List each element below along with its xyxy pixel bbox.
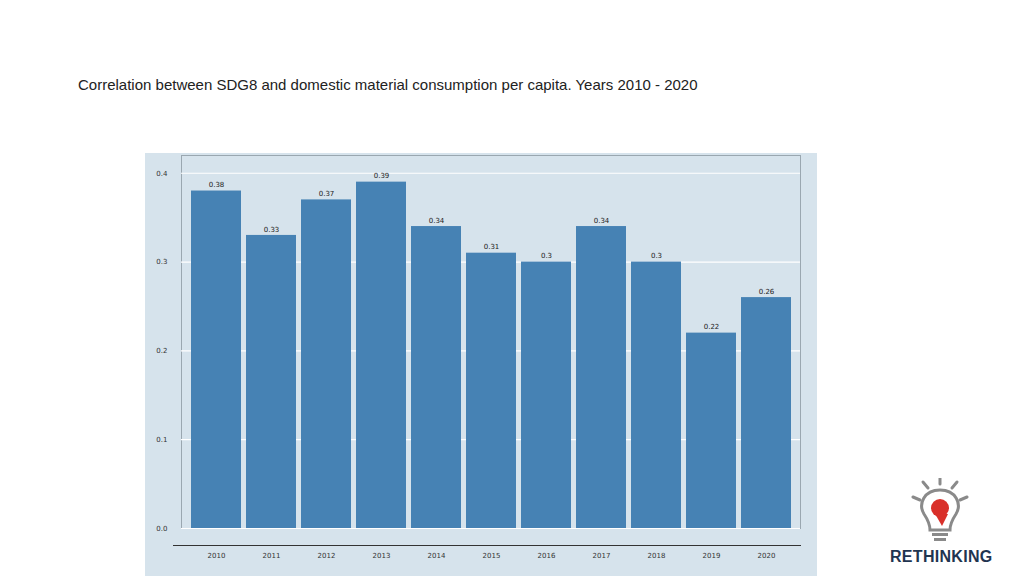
svg-text:0.26: 0.26: [759, 288, 775, 296]
svg-text:0.38: 0.38: [209, 181, 225, 189]
svg-text:0.3: 0.3: [541, 252, 552, 260]
svg-text:2014: 2014: [428, 552, 446, 560]
svg-text:2013: 2013: [373, 552, 391, 560]
svg-text:2020: 2020: [758, 552, 776, 560]
svg-text:2016: 2016: [538, 552, 556, 560]
svg-text:0.33: 0.33: [264, 226, 280, 234]
svg-text:0.3: 0.3: [651, 252, 662, 260]
svg-text:0.0: 0.0: [156, 525, 167, 533]
svg-text:0.1: 0.1: [156, 436, 167, 444]
svg-text:0.2: 0.2: [156, 347, 167, 355]
html-text:Correlation between SDG8 and d: Correlation between SDG8 and domestic ma…: [78, 76, 698, 93]
svg-text:2017: 2017: [593, 552, 611, 560]
svg-text:0.4: 0.4: [156, 170, 168, 178]
svg-text:2018: 2018: [648, 552, 666, 560]
svg-text:0.39: 0.39: [374, 172, 390, 180]
svg-text:0.31: 0.31: [484, 243, 500, 251]
svg-text:0.34: 0.34: [594, 217, 610, 225]
svg-text:0.37: 0.37: [319, 190, 335, 198]
svg-text:0.22: 0.22: [704, 323, 720, 331]
svg-text:2012: 2012: [318, 552, 336, 560]
html-text:RETHINKING: RETHINKING: [890, 548, 993, 565]
svg-text:2010: 2010: [208, 552, 226, 560]
svg-text:2011: 2011: [263, 552, 281, 560]
svg-text:2019: 2019: [703, 552, 721, 560]
svg-text:0.34: 0.34: [429, 217, 445, 225]
svg-text:2015: 2015: [483, 552, 501, 560]
svg-text:0.3: 0.3: [156, 258, 167, 266]
